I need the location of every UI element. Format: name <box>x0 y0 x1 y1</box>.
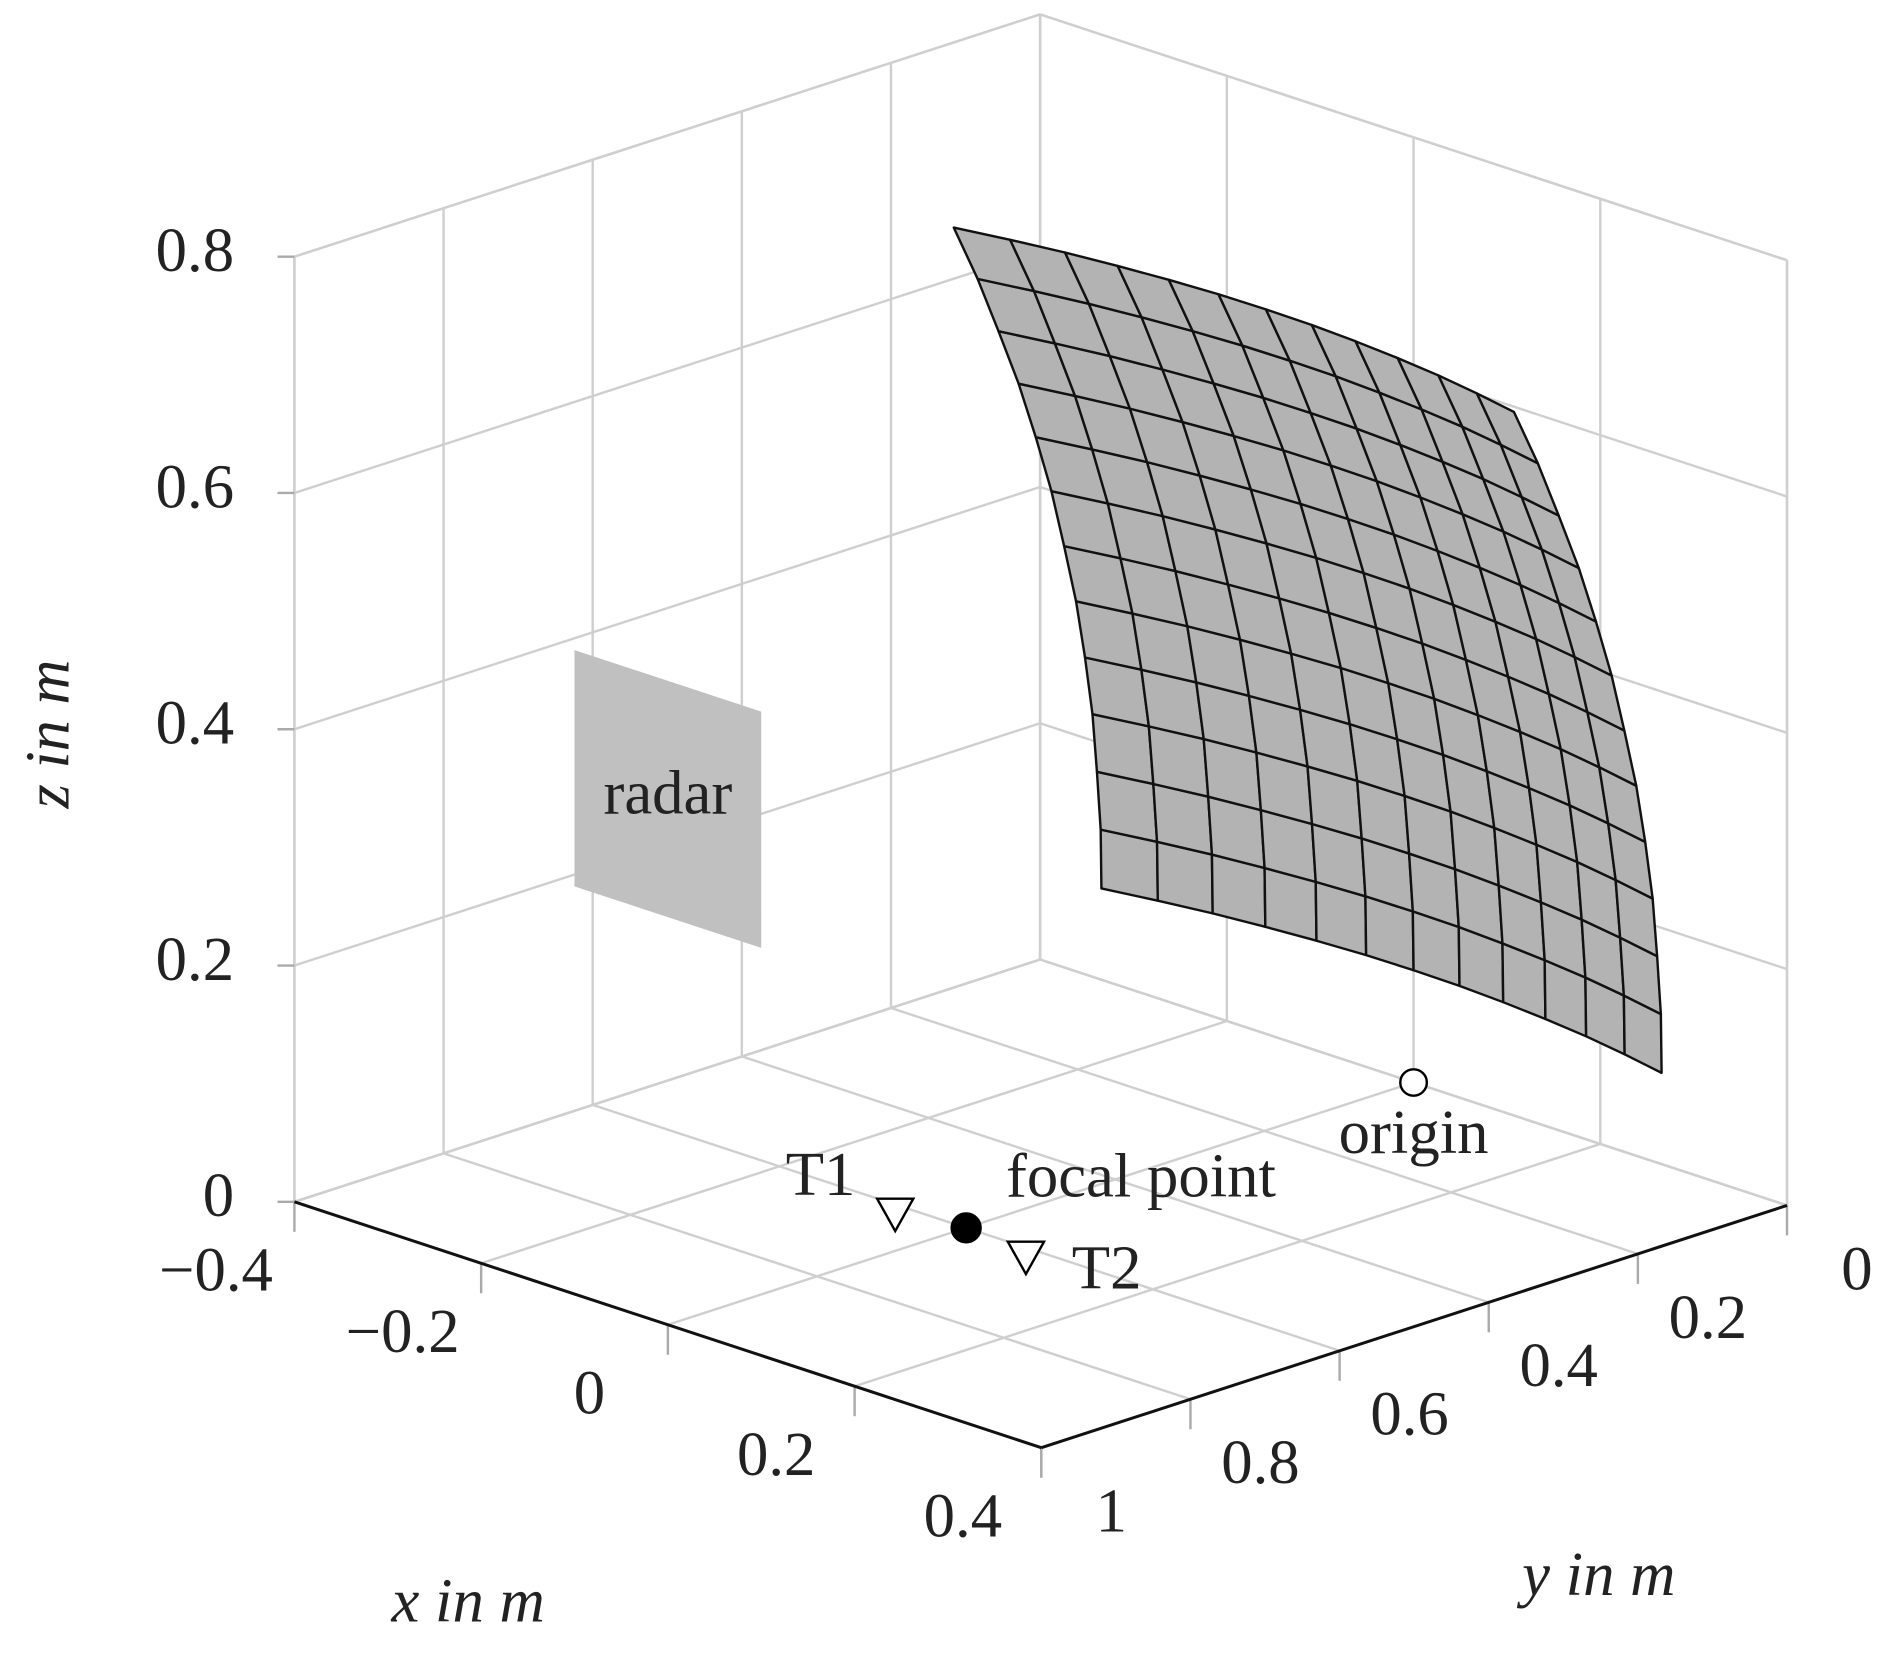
y-axis <box>1040 1203 1788 1450</box>
x-tick-label: −0.2 <box>346 1296 460 1366</box>
z-tick-label: 0.4 <box>156 688 234 758</box>
radar <box>574 650 762 948</box>
grid-line <box>741 1055 1490 1304</box>
grid-line <box>294 249 1041 495</box>
grid-line <box>443 1152 1191 1401</box>
y-tick-label: 0.2 <box>1669 1282 1747 1352</box>
grid-line <box>294 958 1041 1203</box>
x-tick-label: 0.2 <box>737 1419 815 1489</box>
surface-patch <box>1475 392 1540 465</box>
z-tick-label: 0.2 <box>156 924 234 994</box>
y-axis-label: y in m <box>1516 1539 1675 1609</box>
x-axis-label: x in m <box>391 1566 545 1636</box>
point-marker <box>1399 1068 1429 1097</box>
y-tick-label: 0.6 <box>1370 1379 1448 1449</box>
y-tick-label: 0 <box>1841 1233 1872 1303</box>
x-tick-label: 0.4 <box>924 1481 1002 1551</box>
z-axis-label: z in m <box>13 660 83 810</box>
x-axis <box>293 1200 1042 1450</box>
radar-label: radar <box>603 758 732 828</box>
grid-line <box>294 13 1041 258</box>
point-label: focal point <box>1006 1141 1277 1211</box>
grid-line <box>854 1142 1601 1388</box>
x-tick-label: 0 <box>574 1358 605 1428</box>
point-label: T1 <box>786 1139 856 1209</box>
point-marker <box>875 1197 916 1234</box>
point-marker <box>950 1212 982 1244</box>
y-tick-label: 0.8 <box>1221 1427 1299 1497</box>
point-label: T2 <box>1072 1233 1142 1303</box>
z-tick-label: 0 <box>203 1160 234 1230</box>
point-marker <box>1005 1240 1047 1277</box>
grid-line <box>890 1006 1639 1256</box>
point-label: origin <box>1339 1097 1489 1167</box>
y-tick-label: 0.4 <box>1520 1330 1598 1400</box>
grid-line <box>667 1081 1414 1326</box>
grid-line <box>294 485 1041 731</box>
grid-line <box>1039 13 1788 262</box>
x-tick-label: −0.4 <box>159 1235 273 1305</box>
z-tick-label: 0.8 <box>156 215 234 285</box>
z-tick-label: 0.6 <box>156 451 234 521</box>
y-tick-label: 1 <box>1096 1476 1127 1546</box>
grid-line <box>480 1019 1228 1265</box>
